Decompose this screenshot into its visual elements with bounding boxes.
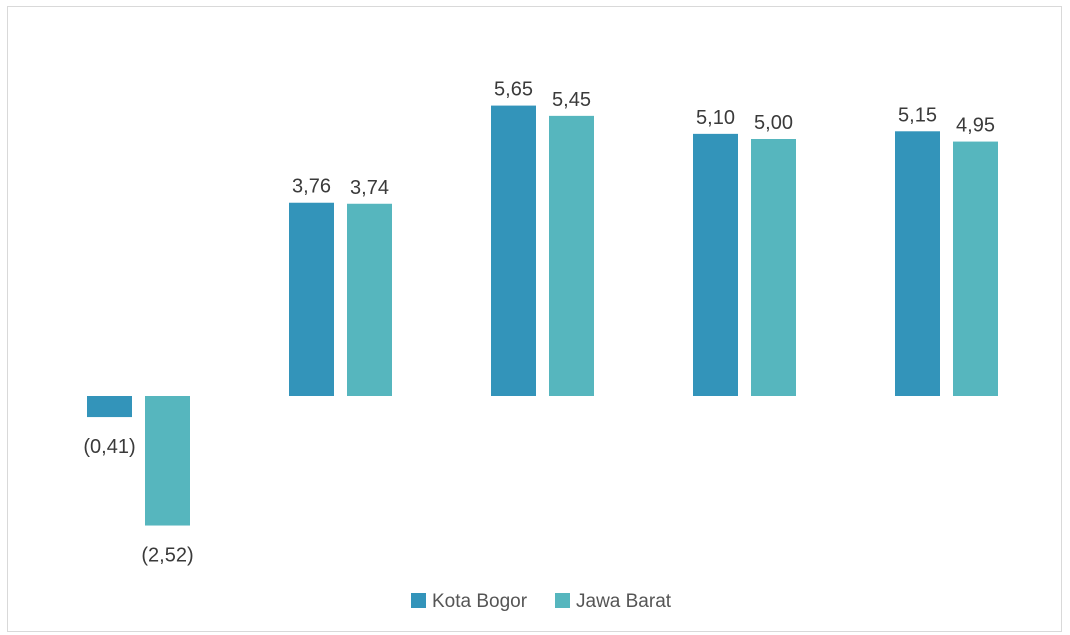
data-label-kota-bogor-3: 5,10: [696, 107, 735, 129]
bar-kota-bogor-1: [289, 202, 334, 396]
data-label-jawa-barat-1: 3,74: [350, 177, 389, 199]
bar-kota-bogor-0: [87, 396, 132, 418]
data-label-kota-bogor-1: 3,76: [292, 176, 331, 198]
legend-swatch-jawa-barat: [555, 593, 570, 608]
legend-label-kota-bogor: Kota Bogor: [432, 591, 528, 612]
data-label-jawa-barat-3: 5,00: [754, 112, 793, 134]
bar-jawa-barat-3: [751, 139, 796, 396]
bar-kota-bogor-4: [895, 131, 940, 397]
legend-label-jawa-barat: Jawa Barat: [576, 591, 672, 612]
bar-jawa-barat-4: [953, 141, 998, 396]
bar-kota-bogor-3: [693, 133, 738, 397]
data-label-kota-bogor-0: (0,41): [83, 436, 135, 458]
data-label-jawa-barat-4: 4,95: [956, 115, 995, 137]
data-label-jawa-barat-2: 5,45: [552, 89, 591, 111]
bar-jawa-barat-1: [347, 203, 392, 396]
bar-jawa-barat-2: [549, 115, 594, 397]
data-label-kota-bogor-2: 5,65: [494, 79, 533, 101]
legend-swatch-kota-bogor: [411, 593, 426, 608]
bar-jawa-barat-0: [145, 396, 190, 526]
data-label-jawa-barat-0: (2,52): [141, 545, 193, 567]
data-label-kota-bogor-4: 5,15: [898, 104, 937, 126]
bar-kota-bogor-2: [491, 105, 536, 396]
